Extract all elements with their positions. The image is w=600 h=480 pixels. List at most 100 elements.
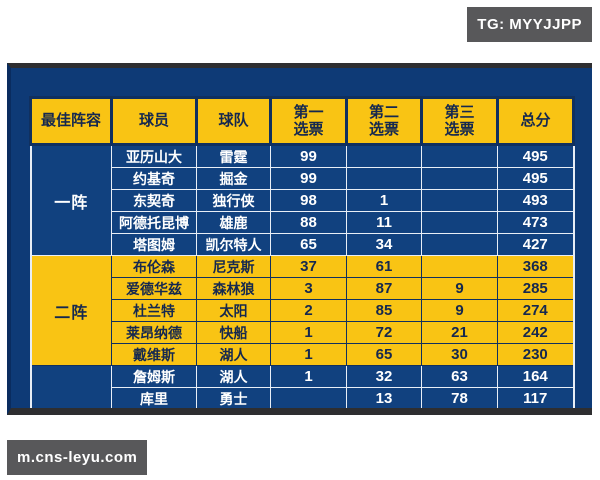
- cell-total: 242: [497, 321, 574, 344]
- cell-third-votes: 78: [421, 387, 498, 408]
- cell-second-votes: 85: [346, 299, 422, 322]
- cell-third-votes: [421, 255, 498, 278]
- cell-team: 森林狼: [196, 277, 271, 300]
- table-row: 一阵 亚历山大 雷霆 99 495: [30, 144, 574, 256]
- cell-team: 凯尔特人: [196, 233, 271, 256]
- cell-team: 太阳: [196, 299, 271, 322]
- cell-third-votes: 9: [421, 299, 498, 322]
- cell-total: 495: [497, 167, 574, 190]
- cell-second-votes: 34: [346, 233, 422, 256]
- cell-player: 杜兰特: [111, 299, 197, 322]
- cell-first-votes: 37: [270, 255, 347, 278]
- cell-total: 368: [497, 255, 574, 278]
- telegram-watermark-badge: TG: MYYJJPP: [467, 7, 592, 42]
- column-header: 球员: [110, 96, 198, 146]
- cell-total: 495: [497, 144, 574, 168]
- cell-team: 湖人: [196, 365, 271, 388]
- column-header: 总分: [496, 96, 575, 146]
- cell-total: 164: [497, 365, 574, 388]
- table-row: 塔图姆 凯尔特人 65 34 427: [31, 233, 574, 256]
- cell-third-votes: [421, 211, 498, 234]
- cell-total: 230: [497, 343, 574, 366]
- cell-player: 詹姆斯: [111, 365, 197, 388]
- cell-player: 东契奇: [111, 189, 197, 212]
- cell-second-votes: 13: [346, 387, 422, 408]
- cell-second-votes: 87: [346, 277, 422, 300]
- cell-first-votes: 88: [270, 211, 347, 234]
- table-row: 约基奇 掘金 99 495: [31, 167, 574, 190]
- cell-third-votes: [421, 189, 498, 212]
- column-header: 球队: [195, 96, 272, 146]
- column-header: 第二 选票: [345, 96, 423, 146]
- cell-first-votes: 65: [270, 233, 347, 256]
- cell-team: 勇士: [196, 387, 271, 408]
- cell-player: 约基奇: [111, 167, 197, 190]
- cell-total: 493: [497, 189, 574, 212]
- cell-first-votes: 99: [270, 144, 347, 168]
- cell-total: 285: [497, 277, 574, 300]
- cell-second-votes: [346, 144, 422, 168]
- cell-first-votes: 1: [270, 321, 347, 344]
- cell-team: 快船: [196, 321, 271, 344]
- cell-third-votes: [421, 144, 498, 168]
- table-row: 二阵 布伦森 尼克斯 37 61 368: [30, 255, 574, 366]
- cell-second-votes: 32: [346, 365, 422, 388]
- cell-first-votes: 2: [270, 299, 347, 322]
- cell-player: 阿德托昆博: [111, 211, 197, 234]
- group-label-cell: 一阵: [30, 144, 112, 256]
- cell-first-votes: [270, 387, 347, 408]
- cell-second-votes: [346, 167, 422, 190]
- cell-total: 473: [497, 211, 574, 234]
- cell-player: 塔图姆: [111, 233, 197, 256]
- table-row: 莱昂纳德 快船 1 72 21 242: [31, 321, 574, 344]
- cell-player: 库里: [111, 387, 197, 408]
- cell-player: 亚历山大: [111, 144, 197, 168]
- column-header: 第一 选票: [269, 96, 348, 146]
- cell-second-votes: 72: [346, 321, 422, 344]
- table-row: 詹姆斯 湖人 1 32 63 164: [30, 365, 574, 408]
- cell-third-votes: 63: [421, 365, 498, 388]
- cell-first-votes: 3: [270, 277, 347, 300]
- table-row: 杜兰特 太阳 2 85 9 274: [31, 299, 574, 322]
- cell-team: 独行侠: [196, 189, 271, 212]
- cell-team: 雄鹿: [196, 211, 271, 234]
- cell-team: 掘金: [196, 167, 271, 190]
- cell-total: 117: [497, 387, 574, 408]
- cell-third-votes: 9: [421, 277, 498, 300]
- cell-second-votes: 1: [346, 189, 422, 212]
- table-body: 一阵 亚历山大 雷霆 99 495 约基奇 掘金 99 495 东契奇 独行侠 98 1 493 阿德托昆博…: [30, 144, 574, 408]
- cell-first-votes: 1: [270, 365, 347, 388]
- cell-third-votes: [421, 167, 498, 190]
- group-label-cell: [30, 365, 112, 408]
- table-panel: 最佳阵容 球员 球队 第一 选票 第二 选票 第三 选票 总分 一阵 亚历山大 雷霆 99 495 约…: [7, 63, 592, 415]
- cell-second-votes: 65: [346, 343, 422, 366]
- cell-player: 布伦森: [111, 255, 197, 278]
- cell-team: 尼克斯: [196, 255, 271, 278]
- cell-third-votes: 21: [421, 321, 498, 344]
- table-row: 库里 勇士 13 78 117: [31, 387, 574, 408]
- table-row: 爱德华兹 森林狼 3 87 9 285: [31, 277, 574, 300]
- column-header: 第三 选票: [420, 96, 499, 146]
- cell-total: 427: [497, 233, 574, 256]
- table-row: 戴维斯 湖人 1 65 30 230: [31, 343, 574, 366]
- cell-third-votes: [421, 233, 498, 256]
- table-header-row: 最佳阵容 球员 球队 第一 选票 第二 选票 第三 选票 总分: [29, 96, 575, 146]
- cell-player: 莱昂纳德: [111, 321, 197, 344]
- cell-second-votes: 61: [346, 255, 422, 278]
- table-row: 东契奇 独行侠 98 1 493: [31, 189, 574, 212]
- cell-team: 湖人: [196, 343, 271, 366]
- group-label-cell: 二阵: [30, 255, 112, 366]
- column-header: 最佳阵容: [29, 96, 113, 146]
- site-watermark-badge: m.cns-leyu.com: [7, 440, 148, 475]
- cell-third-votes: 30: [421, 343, 498, 366]
- cell-player: 爱德华兹: [111, 277, 197, 300]
- cell-first-votes: 99: [270, 167, 347, 190]
- cell-second-votes: 11: [346, 211, 422, 234]
- cell-first-votes: 98: [270, 189, 347, 212]
- cell-first-votes: 1: [270, 343, 347, 366]
- cell-player: 戴维斯: [111, 343, 197, 366]
- cell-team: 雷霆: [196, 144, 271, 168]
- voting-table: 最佳阵容 球员 球队 第一 选票 第二 选票 第三 选票 总分 一阵 亚历山大 雷霆 99 495 约…: [29, 96, 575, 408]
- table-row: 阿德托昆博 雄鹿 88 11 473: [31, 211, 574, 234]
- cell-total: 274: [497, 299, 574, 322]
